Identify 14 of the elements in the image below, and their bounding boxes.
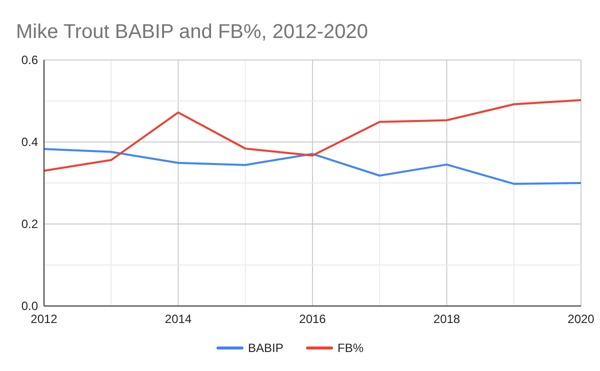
x-tick-label: 2016 [299,312,326,326]
line-series [43,148,582,185]
chart-title: Mike Trout BABIP and FB%, 2012-2020 [16,21,368,43]
x-tick-label: 2012 [30,312,58,326]
x-tick-label: 2018 [433,312,460,326]
y-tick-label: 0.0 [21,299,38,314]
legend-label: FB% [338,341,364,356]
x-tick-label: 2020 [568,312,595,326]
line-series [43,99,582,172]
y-tick-label: 0.6 [21,53,38,68]
y-tick-label: 0.4 [21,135,38,150]
y-tick-label: 0.2 [21,217,38,232]
x-tick-label: 2014 [164,312,192,326]
legend-label: BABIP [248,341,284,356]
